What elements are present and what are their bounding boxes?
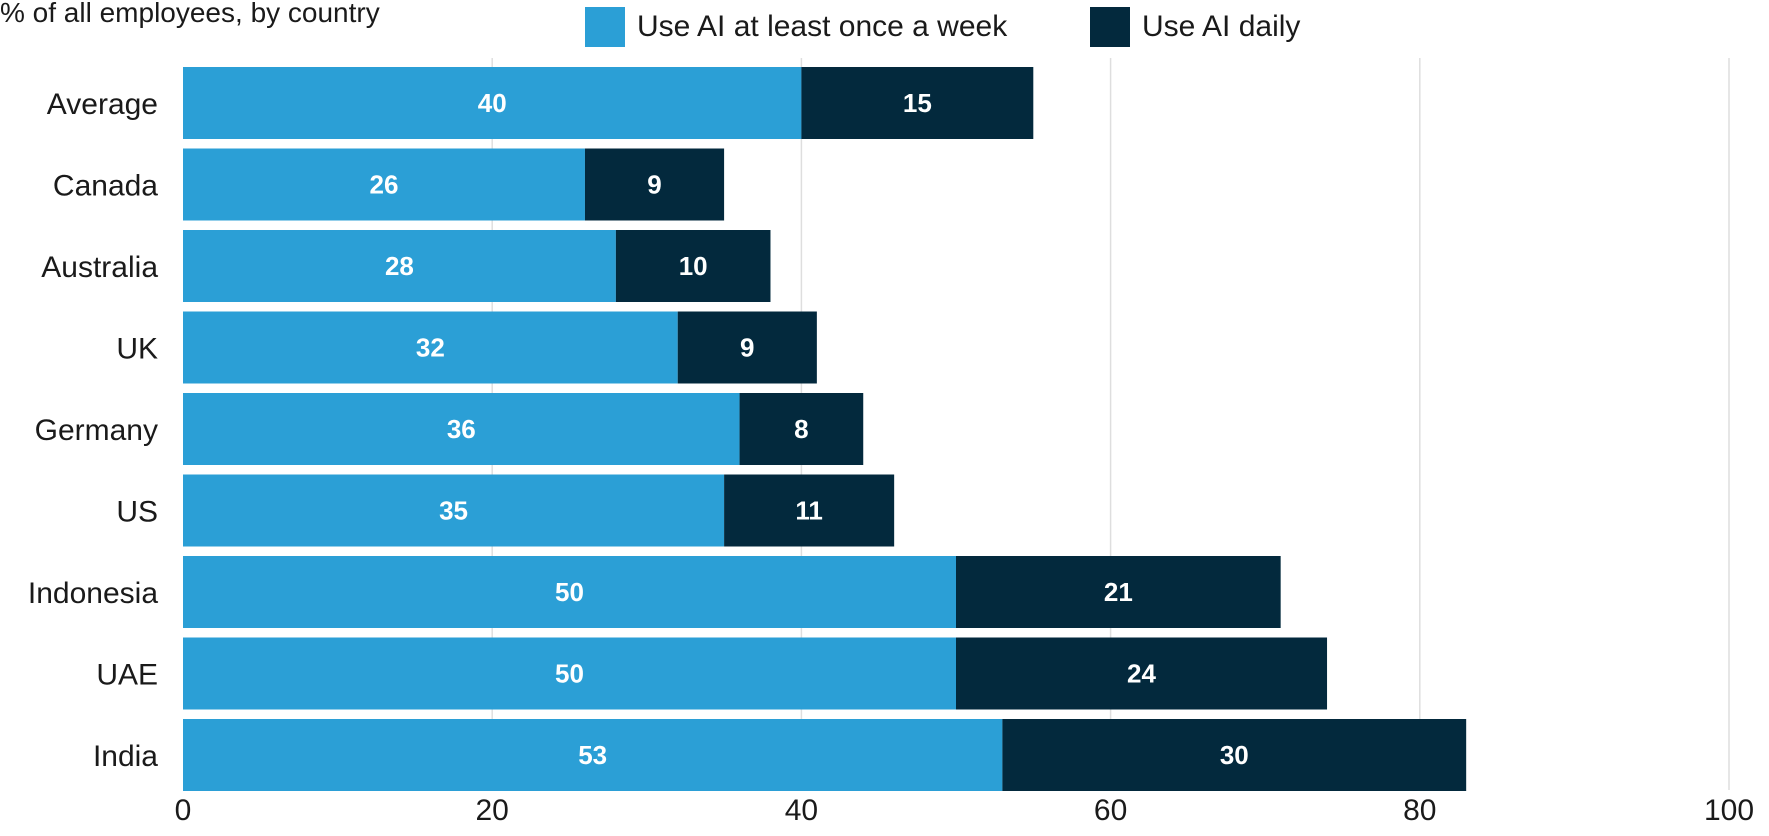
y-tick-label: US: [116, 496, 158, 529]
bar-segment: [183, 637, 956, 710]
bar-segment: [739, 393, 864, 465]
bar-segment: [183, 230, 616, 302]
legend-swatch: [585, 7, 625, 47]
bar-value-label: 9: [740, 333, 754, 363]
bar-value-label: 28: [385, 251, 414, 281]
bar-segment: [615, 230, 771, 302]
legend-label: Use AI at least once a week: [637, 10, 1008, 43]
bar-value-label: 50: [555, 577, 584, 607]
bar-value-label: 30: [1220, 740, 1249, 770]
y-tick-label: Australia: [41, 251, 158, 284]
bar-value-label: 50: [555, 659, 584, 689]
bar-segment: [183, 474, 725, 547]
bar-segment: [956, 556, 1281, 628]
bar-segment: [183, 148, 585, 221]
legend: Use AI at least once a week Use AI daily: [585, 7, 1300, 47]
x-axis-labels: 0 20 40 60 80 100: [175, 794, 1754, 827]
x-tick-label: 0: [175, 794, 192, 827]
x-tick-label: 60: [1094, 794, 1127, 827]
bar-value-label: 26: [370, 170, 399, 200]
bar-segment: [183, 719, 1003, 791]
bar-segment: [1002, 719, 1467, 791]
bar-value-label: 32: [416, 333, 445, 363]
x-tick-label: 40: [785, 794, 818, 827]
y-tick-label: Indonesia: [28, 577, 158, 610]
bar-value-label: 15: [903, 88, 932, 118]
legend-label: Use AI daily: [1142, 10, 1300, 43]
bar-value-label: 40: [478, 88, 507, 118]
y-tick-label: Average: [47, 88, 158, 121]
bar-value-label: 36: [447, 414, 476, 444]
y-tick-label: India: [93, 740, 158, 773]
x-tick-label: 100: [1704, 794, 1754, 827]
bar-value-label: 21: [1104, 577, 1133, 607]
bar-value-label: 11: [795, 496, 823, 526]
bar-segment: [584, 148, 725, 221]
bar-value-label: 24: [1127, 659, 1156, 689]
bar-value-label: 10: [679, 251, 708, 281]
bar-value-label: 35: [439, 496, 468, 526]
y-tick-label: UAE: [96, 659, 158, 692]
bar-segment: [677, 311, 817, 384]
bar-value-label: 9: [647, 170, 661, 200]
y-axis-labels: Average Canada Australia UK Germany US Indones…: [28, 88, 158, 773]
legend-swatch: [1090, 7, 1130, 47]
x-tick-label: 20: [476, 794, 509, 827]
bar-segment: [183, 556, 956, 628]
chart-subtitle: % of all employees, by country: [0, 0, 380, 28]
bar-value-label: 8: [794, 414, 808, 444]
y-tick-label: Canada: [53, 170, 158, 203]
bar-segment: [956, 637, 1328, 710]
bar-segment: [183, 67, 802, 139]
y-tick-label: UK: [116, 333, 158, 366]
bar-value-label: 53: [578, 740, 607, 770]
y-tick-label: Germany: [35, 414, 158, 447]
bar-segment: [183, 393, 740, 465]
bars: 40 15 26 9 28 10 32 9 36 8 35 11 50 21 50 24 53 30: [183, 67, 1467, 791]
bar-segment: [183, 311, 678, 384]
bar-segment: [724, 474, 895, 547]
x-tick-label: 80: [1403, 794, 1436, 827]
bar-segment: [801, 67, 1034, 139]
